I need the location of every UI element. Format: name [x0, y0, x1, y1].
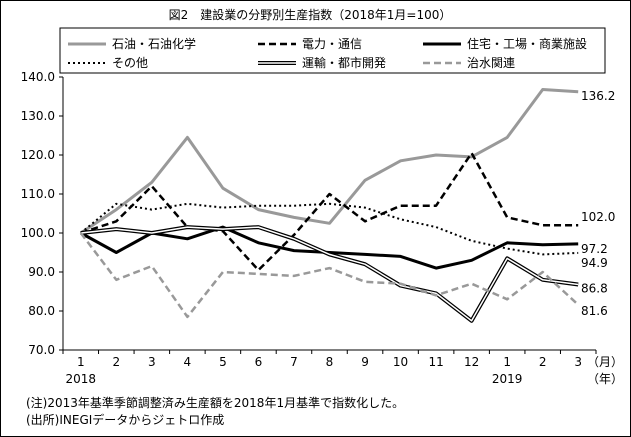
x-tick-label: 6 [255, 355, 263, 369]
legend-label: 住宅・工場・商業施設 [467, 36, 587, 51]
y-tick-label: 80.0 [28, 304, 55, 318]
end-label: 97.2 [581, 242, 608, 256]
legend-label: その他 [112, 56, 148, 70]
series-line-3 [80, 202, 579, 256]
x-unit-month: （月） [587, 355, 623, 369]
axes [59, 76, 597, 354]
legend-label: 運輸・都市開発 [302, 55, 386, 70]
x-tick-label: 9 [361, 355, 369, 369]
end-label: 136.2 [581, 89, 615, 103]
end-labels: 136.2 102.0 97.294.9 86.8 81.6 [581, 89, 615, 318]
y-tick-label: 110.0 [21, 187, 55, 201]
series-lines [79, 88, 580, 323]
x-tick-label: 5 [219, 355, 227, 369]
end-label: 94.9 [581, 256, 608, 270]
end-label: 86.8 [581, 281, 608, 295]
y-tick-label: 130.0 [21, 109, 55, 123]
y-tick-label: 70.0 [28, 343, 55, 357]
footnote-note: (注)2013年基準季節調整済み生産額を2018年1月基準で指数化した。 [26, 396, 405, 410]
x-tick-label: 8 [326, 355, 334, 369]
x-tick-label: 11 [428, 355, 443, 369]
x-tick-label: 2 [112, 355, 120, 369]
end-label: 81.6 [581, 304, 608, 318]
series-line-4 [80, 225, 579, 323]
legend-label: 石油・石油化学 [112, 36, 196, 51]
x-tick-label: 7 [290, 355, 298, 369]
x-tick-label: 10 [393, 355, 408, 369]
legend-label: 治水関連 [467, 56, 515, 70]
series-line-0 [79, 88, 579, 235]
x-tick-label: 3 [574, 355, 582, 369]
y-tick-label: 140.0 [21, 70, 55, 84]
x-tick-label: 4 [184, 355, 192, 369]
y-tick-label: 100.0 [21, 226, 55, 240]
footnote-source: (出所)INEGIデータからジェトロ作成 [26, 413, 225, 427]
legend-box [59, 27, 606, 74]
x-tick-label: 1 [77, 355, 85, 369]
y-tick-label: 120.0 [21, 148, 55, 162]
series-line-5 [79, 232, 580, 319]
x-year-label: 2019 [492, 372, 523, 386]
chart-title: 図2 建設業の分野別生産指数（2018年1月=100） [169, 7, 452, 22]
end-label: 102.0 [581, 210, 615, 224]
legend-label: 電力・通信 [302, 37, 362, 51]
x-tick-label: 2 [539, 355, 547, 369]
series-line-4-inner [80, 226, 579, 322]
x-tick-label: 3 [148, 355, 156, 369]
y-tick-label: 90.0 [28, 265, 55, 279]
x-tick-label: 12 [464, 355, 479, 369]
x-unit-year: （年） [587, 372, 623, 386]
y-tick-labels: 70.0 80.0 90.0 100.0 110.0 120.0 130.0 140.0 [21, 70, 55, 357]
series-line-1 [80, 151, 579, 272]
x-year-label: 2018 [65, 372, 96, 386]
x-tick-label: 1 [503, 355, 511, 369]
